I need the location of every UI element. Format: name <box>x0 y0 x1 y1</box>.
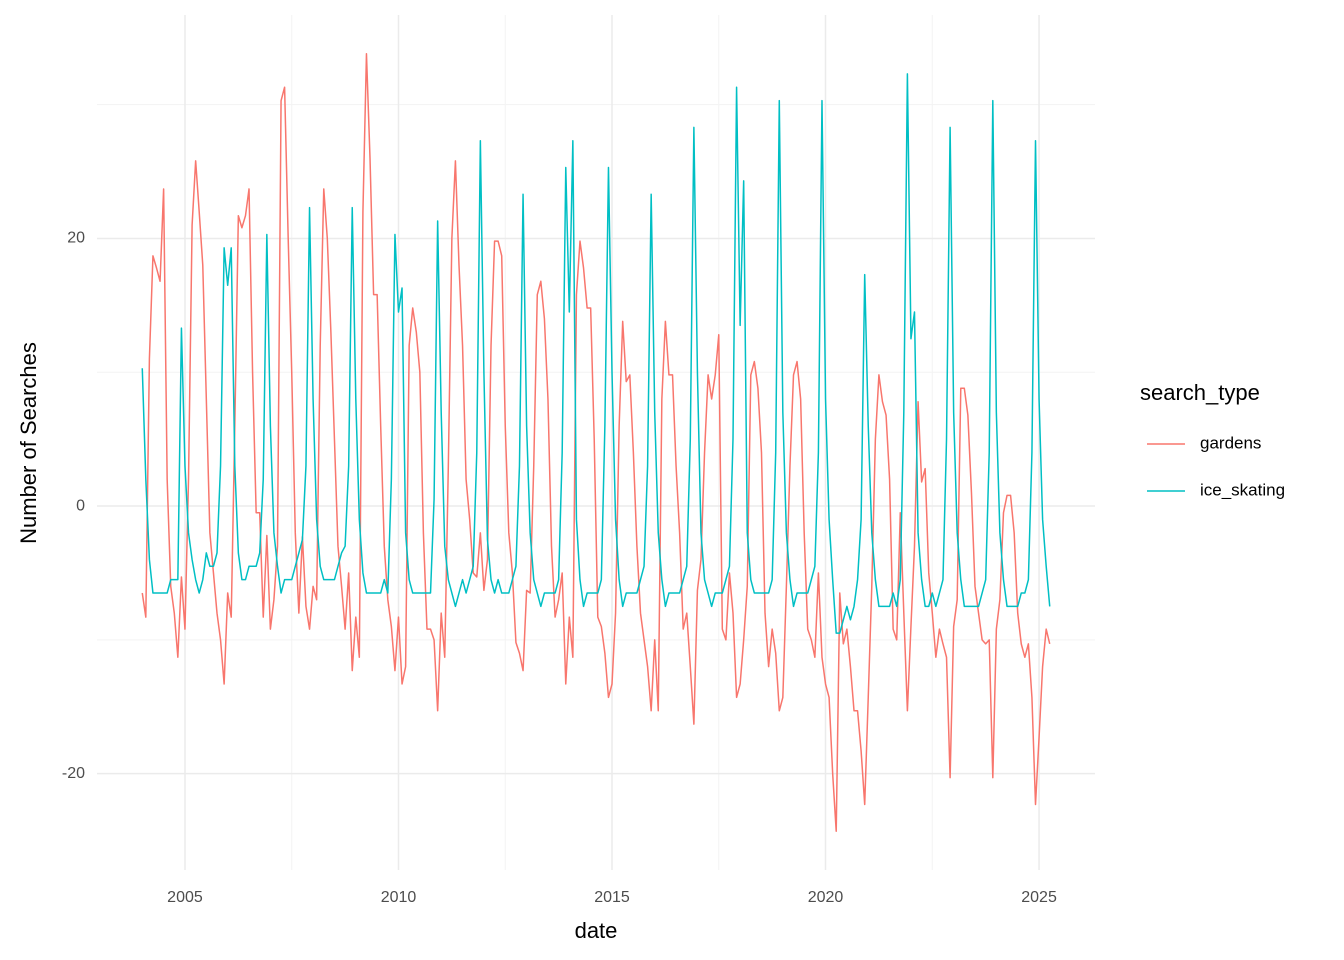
series-line <box>141 53 1051 832</box>
legend-label: gardens <box>1200 433 1261 452</box>
x-axis-title: date <box>575 918 618 943</box>
legend-label: ice_skating <box>1200 480 1285 499</box>
lines <box>141 53 1051 832</box>
x-tick-label: 2020 <box>808 889 844 906</box>
x-tick-label: 2015 <box>594 889 630 906</box>
legend: gardens ice_skating <box>1147 433 1285 499</box>
y-tick-label: -20 <box>62 765 85 782</box>
x-tick-label: 2005 <box>167 889 203 906</box>
y-axis-title: Number of Searches <box>16 342 41 544</box>
grid <box>97 15 1095 870</box>
x-tick-label: 2025 <box>1021 889 1057 906</box>
series-line <box>141 73 1051 634</box>
x-tick-label: 2010 <box>381 889 417 906</box>
legend-title: search_type <box>1140 380 1260 405</box>
y-tick-label: 0 <box>76 497 85 514</box>
labels: 2005 2010 2015 2020 2025 -20 0 20 <box>62 230 1057 907</box>
y-tick-label: 20 <box>67 230 85 247</box>
